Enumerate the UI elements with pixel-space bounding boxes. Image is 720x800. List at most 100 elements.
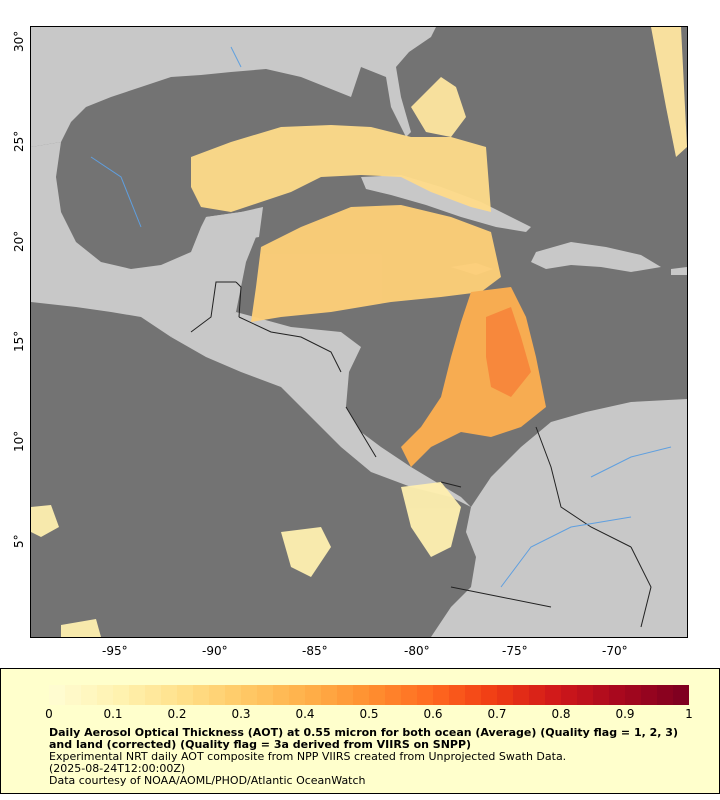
border-panama-colombia — [440, 481, 462, 488]
caption-line-2: (2025-08-24T12:00:00Z) — [49, 762, 186, 775]
river-1 — [500, 516, 632, 588]
colorbar-tick-label: 0.9 — [615, 707, 635, 721]
colorbar-step — [305, 685, 321, 705]
colorbar-step — [209, 685, 225, 705]
colorbar-step — [385, 685, 401, 705]
caption: Daily Aerosol Optical Thickness (AOT) at… — [49, 727, 689, 787]
colorbar-step — [65, 685, 81, 705]
colorbar-tick-label: 0.4 — [295, 707, 315, 721]
land-puerto-rico — [671, 267, 687, 275]
aot-patch-pacific-4 — [61, 619, 101, 637]
colorbar-tick-label: 0.7 — [487, 707, 507, 721]
colorbar-step — [593, 685, 609, 705]
colorbar-step — [81, 685, 97, 705]
lat-label: 15° — [12, 330, 26, 352]
colorbar — [49, 685, 689, 705]
colorbar-step — [657, 685, 673, 705]
colorbar-step — [609, 685, 625, 705]
colorbar-step — [161, 685, 177, 705]
colorbar-step — [625, 685, 641, 705]
river-3 — [90, 156, 142, 228]
lon-label: -85° — [302, 644, 328, 658]
land-mexico — [31, 142, 261, 337]
colorbar-step — [545, 685, 561, 705]
colorbar-step — [97, 685, 113, 705]
lat-label: 20° — [12, 230, 26, 252]
land-south-america — [431, 399, 687, 637]
aot-patch-hot — [486, 307, 531, 397]
colorbar-step — [225, 685, 241, 705]
colorbar-step — [145, 685, 161, 705]
land-central-america — [171, 312, 471, 507]
colorbar-step — [353, 685, 369, 705]
caption-line-3: Data courtesy of NOAA/AOML/PHOD/Atlantic… — [49, 774, 366, 787]
colorbar-step — [481, 685, 497, 705]
colorbar-step — [49, 685, 65, 705]
caption-title: Daily Aerosol Optical Thickness (AOT) at… — [49, 726, 678, 751]
colorbar-step — [113, 685, 129, 705]
colorbar-step — [497, 685, 513, 705]
colorbar-step — [337, 685, 353, 705]
colorbar-step — [465, 685, 481, 705]
aot-patches — [31, 27, 687, 637]
colorbar-step — [177, 685, 193, 705]
land-yucatan — [206, 207, 263, 242]
colorbar-step — [273, 685, 289, 705]
aot-patch-pacific-1 — [281, 527, 331, 577]
colorbar-tick-label: 0.2 — [167, 707, 187, 721]
legend-panel: 0 0.1 0.2 0.3 0.4 0.5 0.6 0.7 0.8 0.9 1 Daily Aero… — [0, 668, 720, 794]
colorbar-step — [321, 685, 337, 705]
colorbar-step — [193, 685, 209, 705]
colorbar-step — [369, 685, 385, 705]
colorbar-tick-label: 0.1 — [103, 707, 123, 721]
aot-map — [31, 27, 687, 637]
land-cuba — [361, 175, 531, 232]
lon-label: -70° — [602, 644, 628, 658]
colorbar-tick-label: 0.3 — [231, 707, 251, 721]
lat-label: 10° — [12, 430, 26, 452]
lon-label: -80° — [404, 644, 430, 658]
border-mexico-guatemala — [190, 281, 236, 333]
land-hispaniola — [531, 242, 661, 272]
border-central-america — [238, 316, 342, 373]
colorbar-step — [241, 685, 257, 705]
aot-patch-florida — [411, 77, 466, 137]
river-2 — [590, 446, 672, 478]
border-venezuela-guyana — [630, 546, 652, 628]
colorbar-tick-label: 0.8 — [551, 707, 571, 721]
colorbar-step — [577, 685, 593, 705]
land-usa — [31, 27, 436, 147]
aot-patch-gulf — [191, 125, 491, 212]
colorbar-step — [401, 685, 417, 705]
lon-label: -90° — [202, 644, 228, 658]
colorbar-step — [673, 685, 689, 705]
lat-label: 25° — [12, 130, 26, 152]
colorbar-step — [289, 685, 305, 705]
colorbar-step — [417, 685, 433, 705]
lon-label: -75° — [502, 644, 528, 658]
aot-patch-caribbean — [251, 205, 501, 322]
rivers — [90, 46, 672, 588]
colorbar-step — [529, 685, 545, 705]
colorbar-step — [641, 685, 657, 705]
colorbar-step — [561, 685, 577, 705]
colorbar-step — [449, 685, 465, 705]
colorbar-step — [257, 685, 273, 705]
map-area — [30, 26, 688, 638]
aot-patch-pacific-2 — [401, 482, 461, 557]
colorbar-tick-label: 0.6 — [423, 707, 443, 721]
lon-label: -95° — [102, 644, 128, 658]
lat-label: 5° — [12, 534, 26, 548]
colorbar-tick-label: 0.5 — [359, 707, 379, 721]
river-4 — [230, 46, 242, 68]
country-borders — [190, 281, 652, 628]
border-costa-rica-panama — [345, 406, 377, 458]
caption-line-1: Experimental NRT daily AOT composite fro… — [49, 750, 567, 763]
colorbar-step — [433, 685, 449, 705]
colorbar-tick-label: 1 — [685, 707, 693, 721]
colorbar-step — [129, 685, 145, 705]
colorbar-tick-label: 0 — [45, 707, 53, 721]
aot-patch-pacific-3 — [31, 505, 59, 537]
border-colombia-ecuador — [450, 586, 552, 608]
border-colombia-venezuela — [535, 426, 632, 548]
